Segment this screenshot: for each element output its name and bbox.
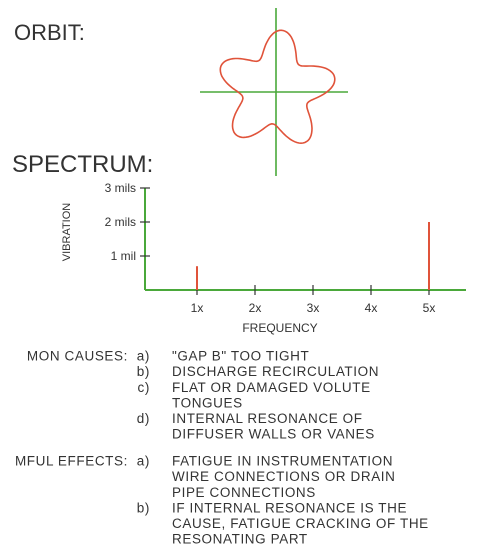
item-text: TONGUES: [172, 395, 243, 410]
item-text: WIRE CONNECTIONS OR DRAIN: [172, 469, 396, 484]
orbit-title: ORBIT:: [14, 20, 85, 45]
item-text: DISCHARGE RECIRCULATION: [172, 364, 379, 379]
x-tick-label: 1x: [191, 301, 204, 315]
orbit-diagram: [200, 8, 348, 176]
chart-title: SPECTRUM:: [12, 151, 153, 178]
item-text: IF INTERNAL RESONANCE IS THE: [172, 500, 407, 515]
item-text: PIPE CONNECTIONS: [172, 485, 316, 500]
y-axis-label: VIBRATION: [61, 203, 73, 262]
x-tick-label: 3x: [307, 301, 320, 315]
x-tick-label: 5x: [423, 301, 436, 315]
x-axis-label: FREQUENCY: [242, 321, 317, 335]
item-letter: c): [138, 380, 150, 395]
item-text: FATIGUE IN INSTRUMENTATION: [172, 454, 393, 469]
item-letter: b): [137, 500, 150, 515]
bar: [196, 266, 198, 290]
orbit-curve: [219, 29, 336, 145]
item-text: "GAP B" TOO TIGHT: [172, 349, 309, 364]
item-text: RESONATING PART: [172, 532, 308, 547]
item-text: FLAT OR DAMAGED VOLUTE: [172, 380, 371, 395]
bar: [428, 222, 430, 290]
item-text: DIFFUSER WALLS OR VANES: [172, 427, 375, 442]
list-label: MON CAUSES:: [27, 349, 128, 364]
y-tick-label: 1 mil: [111, 249, 136, 263]
item-letter: d): [137, 411, 150, 426]
x-tick-label: 2x: [249, 301, 262, 315]
y-tick-label: 2 mils: [105, 215, 136, 229]
list-label: MFUL EFFECTS:: [15, 454, 128, 469]
item-letter: b): [137, 364, 150, 379]
item-letter: a): [137, 454, 150, 469]
y-tick-label: 3 mils: [105, 181, 136, 195]
spectrum-chart: 1 mil 2 mils 3 mils 1x 2x 3x 4x 5x: [105, 181, 466, 315]
text-lists: MON CAUSES: a) "GAP B" TOO TIGHT b) DISCHARG…: [15, 349, 429, 547]
item-text: INTERNAL RESONANCE OF: [172, 411, 363, 426]
item-text: CAUSE, FATIGUE CRACKING OF THE: [172, 516, 429, 531]
x-tick-label: 4x: [365, 301, 378, 315]
item-letter: a): [137, 349, 150, 364]
